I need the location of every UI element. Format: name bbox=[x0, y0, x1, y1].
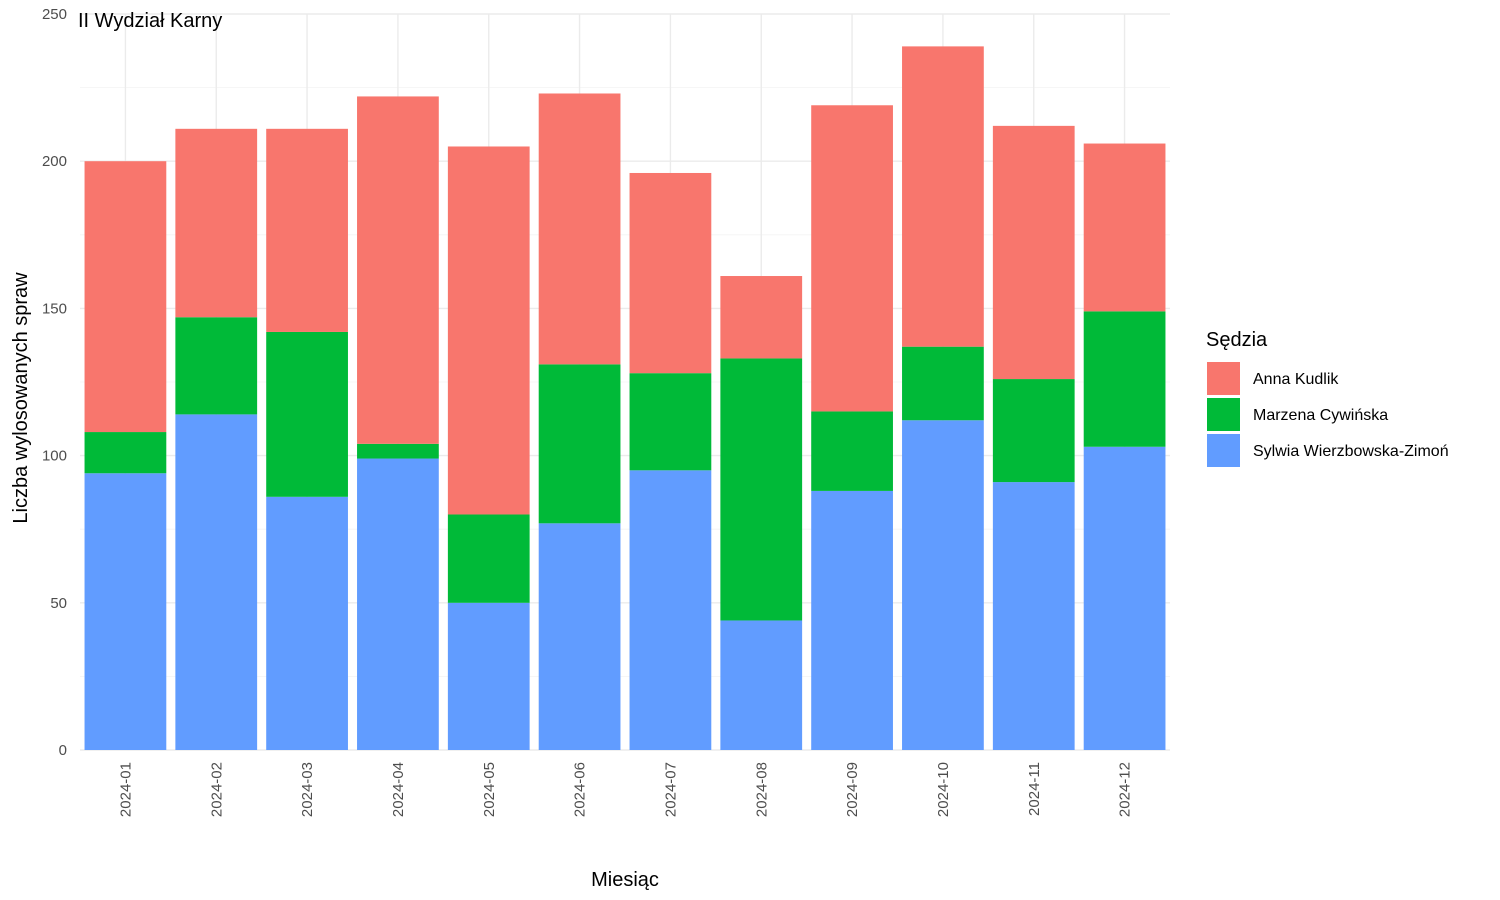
y-tick-label: 0 bbox=[59, 742, 67, 759]
bar-sylwia-wierzbowska-zimon-2024-05 bbox=[447, 602, 530, 750]
legend-swatch-sylwia-wierzbowska-zimon bbox=[1207, 434, 1240, 467]
legend-items: Anna Kudlik Marzena Cywińska Sylwia Wierzb… bbox=[1207, 362, 1449, 467]
bar-anna-kudlik-2024-12 bbox=[1083, 143, 1166, 312]
bar-sylwia-wierzbowska-zimon-2024-04 bbox=[357, 458, 439, 750]
bar-anna-kudlik-2024-04 bbox=[357, 96, 439, 444]
x-tick-label: 2024-08 bbox=[753, 762, 770, 817]
bar-marzena-cywinska-2024-06 bbox=[538, 364, 621, 524]
bar-anna-kudlik-2024-06 bbox=[538, 93, 621, 365]
bar-sylwia-wierzbowska-zimon-2024-06 bbox=[538, 523, 621, 750]
y-axis-ticks: 0 50 100 150 200 250 bbox=[42, 6, 67, 759]
bar-sylwia-wierzbowska-zimon-2024-07 bbox=[629, 470, 712, 750]
x-tick-label: 2024-07 bbox=[662, 762, 679, 817]
bar-anna-kudlik-2024-03 bbox=[266, 128, 348, 332]
legend-label-sylwia-wierzbowska-zimon: Sylwia Wierzbowska-Zimoń bbox=[1253, 443, 1449, 460]
legend-label-marzena-cywinska: Marzena Cywińska bbox=[1253, 407, 1388, 424]
bar-anna-kudlik-2024-07 bbox=[629, 172, 712, 374]
bar-sylwia-wierzbowska-zimon-2024-09 bbox=[811, 490, 893, 750]
bar-marzena-cywinska-2024-08 bbox=[720, 358, 803, 621]
bar-sylwia-wierzbowska-zimon-2024-02 bbox=[175, 414, 258, 750]
bar-sylwia-wierzbowska-zimon-2024-01 bbox=[84, 473, 167, 750]
bar-sylwia-wierzbowska-zimon-2024-11 bbox=[992, 482, 1075, 750]
bar-sylwia-wierzbowska-zimon-2024-10 bbox=[902, 420, 984, 750]
x-tick-label: 2024-05 bbox=[481, 762, 498, 817]
bar-marzena-cywinska-2024-03 bbox=[266, 331, 348, 497]
bar-marzena-cywinska-2024-09 bbox=[811, 411, 893, 491]
y-tick-label: 150 bbox=[42, 300, 67, 317]
x-tick-label: 2024-02 bbox=[208, 762, 225, 817]
y-tick-label: 250 bbox=[42, 6, 67, 23]
bar-marzena-cywinska-2024-01 bbox=[84, 432, 167, 474]
legend-swatch-anna-kudlik bbox=[1207, 362, 1240, 395]
bar-anna-kudlik-2024-01 bbox=[84, 161, 167, 433]
legend-swatch-marzena-cywinska bbox=[1207, 398, 1240, 431]
bar-anna-kudlik-2024-11 bbox=[992, 125, 1075, 380]
bar-marzena-cywinska-2024-04 bbox=[357, 443, 439, 459]
y-axis-title: Liczba wylosowanych spraw bbox=[10, 272, 32, 524]
x-tick-label: 2024-04 bbox=[390, 762, 407, 817]
x-tick-label: 2024-11 bbox=[1026, 762, 1043, 816]
y-tick-label: 100 bbox=[42, 448, 67, 465]
chart-title: II Wydział Karny bbox=[78, 10, 222, 32]
legend-title: Sędzia bbox=[1206, 329, 1268, 351]
bar-anna-kudlik-2024-10 bbox=[902, 46, 984, 347]
legend: Sędzia Anna Kudlik Marzena Cywińska Sylwia… bbox=[1206, 329, 1449, 467]
x-tick-label: 2024-06 bbox=[572, 762, 589, 817]
x-tick-label: 2024-03 bbox=[299, 762, 316, 817]
bar-sylwia-wierzbowska-zimon-2024-12 bbox=[1083, 446, 1166, 750]
bar-marzena-cywinska-2024-11 bbox=[992, 379, 1075, 483]
x-axis-ticks: 2024-01 2024-02 2024-03 2024-04 2024-05 2024-… bbox=[117, 762, 1133, 817]
x-tick-label: 2024-01 bbox=[117, 762, 134, 817]
y-tick-label: 50 bbox=[50, 595, 67, 612]
bar-marzena-cywinska-2024-05 bbox=[447, 514, 530, 603]
bar-marzena-cywinska-2024-07 bbox=[629, 373, 712, 471]
x-tick-label: 2024-10 bbox=[935, 762, 952, 817]
bar-marzena-cywinska-2024-02 bbox=[175, 317, 258, 415]
legend-label-anna-kudlik: Anna Kudlik bbox=[1253, 371, 1339, 388]
bar-anna-kudlik-2024-02 bbox=[175, 128, 258, 318]
bar-marzena-cywinska-2024-10 bbox=[902, 346, 984, 421]
x-tick-label: 2024-09 bbox=[844, 762, 861, 817]
x-tick-label: 2024-12 bbox=[1117, 762, 1134, 817]
bar-anna-kudlik-2024-05 bbox=[447, 146, 530, 515]
bars bbox=[84, 46, 1166, 750]
bar-marzena-cywinska-2024-12 bbox=[1083, 311, 1166, 447]
bar-anna-kudlik-2024-08 bbox=[720, 276, 803, 359]
bar-anna-kudlik-2024-09 bbox=[811, 105, 893, 412]
bar-sylwia-wierzbowska-zimon-2024-03 bbox=[266, 496, 348, 750]
x-axis-title: Miesiąc bbox=[591, 869, 659, 891]
bar-sylwia-wierzbowska-zimon-2024-08 bbox=[720, 620, 803, 750]
y-tick-label: 200 bbox=[42, 153, 67, 170]
